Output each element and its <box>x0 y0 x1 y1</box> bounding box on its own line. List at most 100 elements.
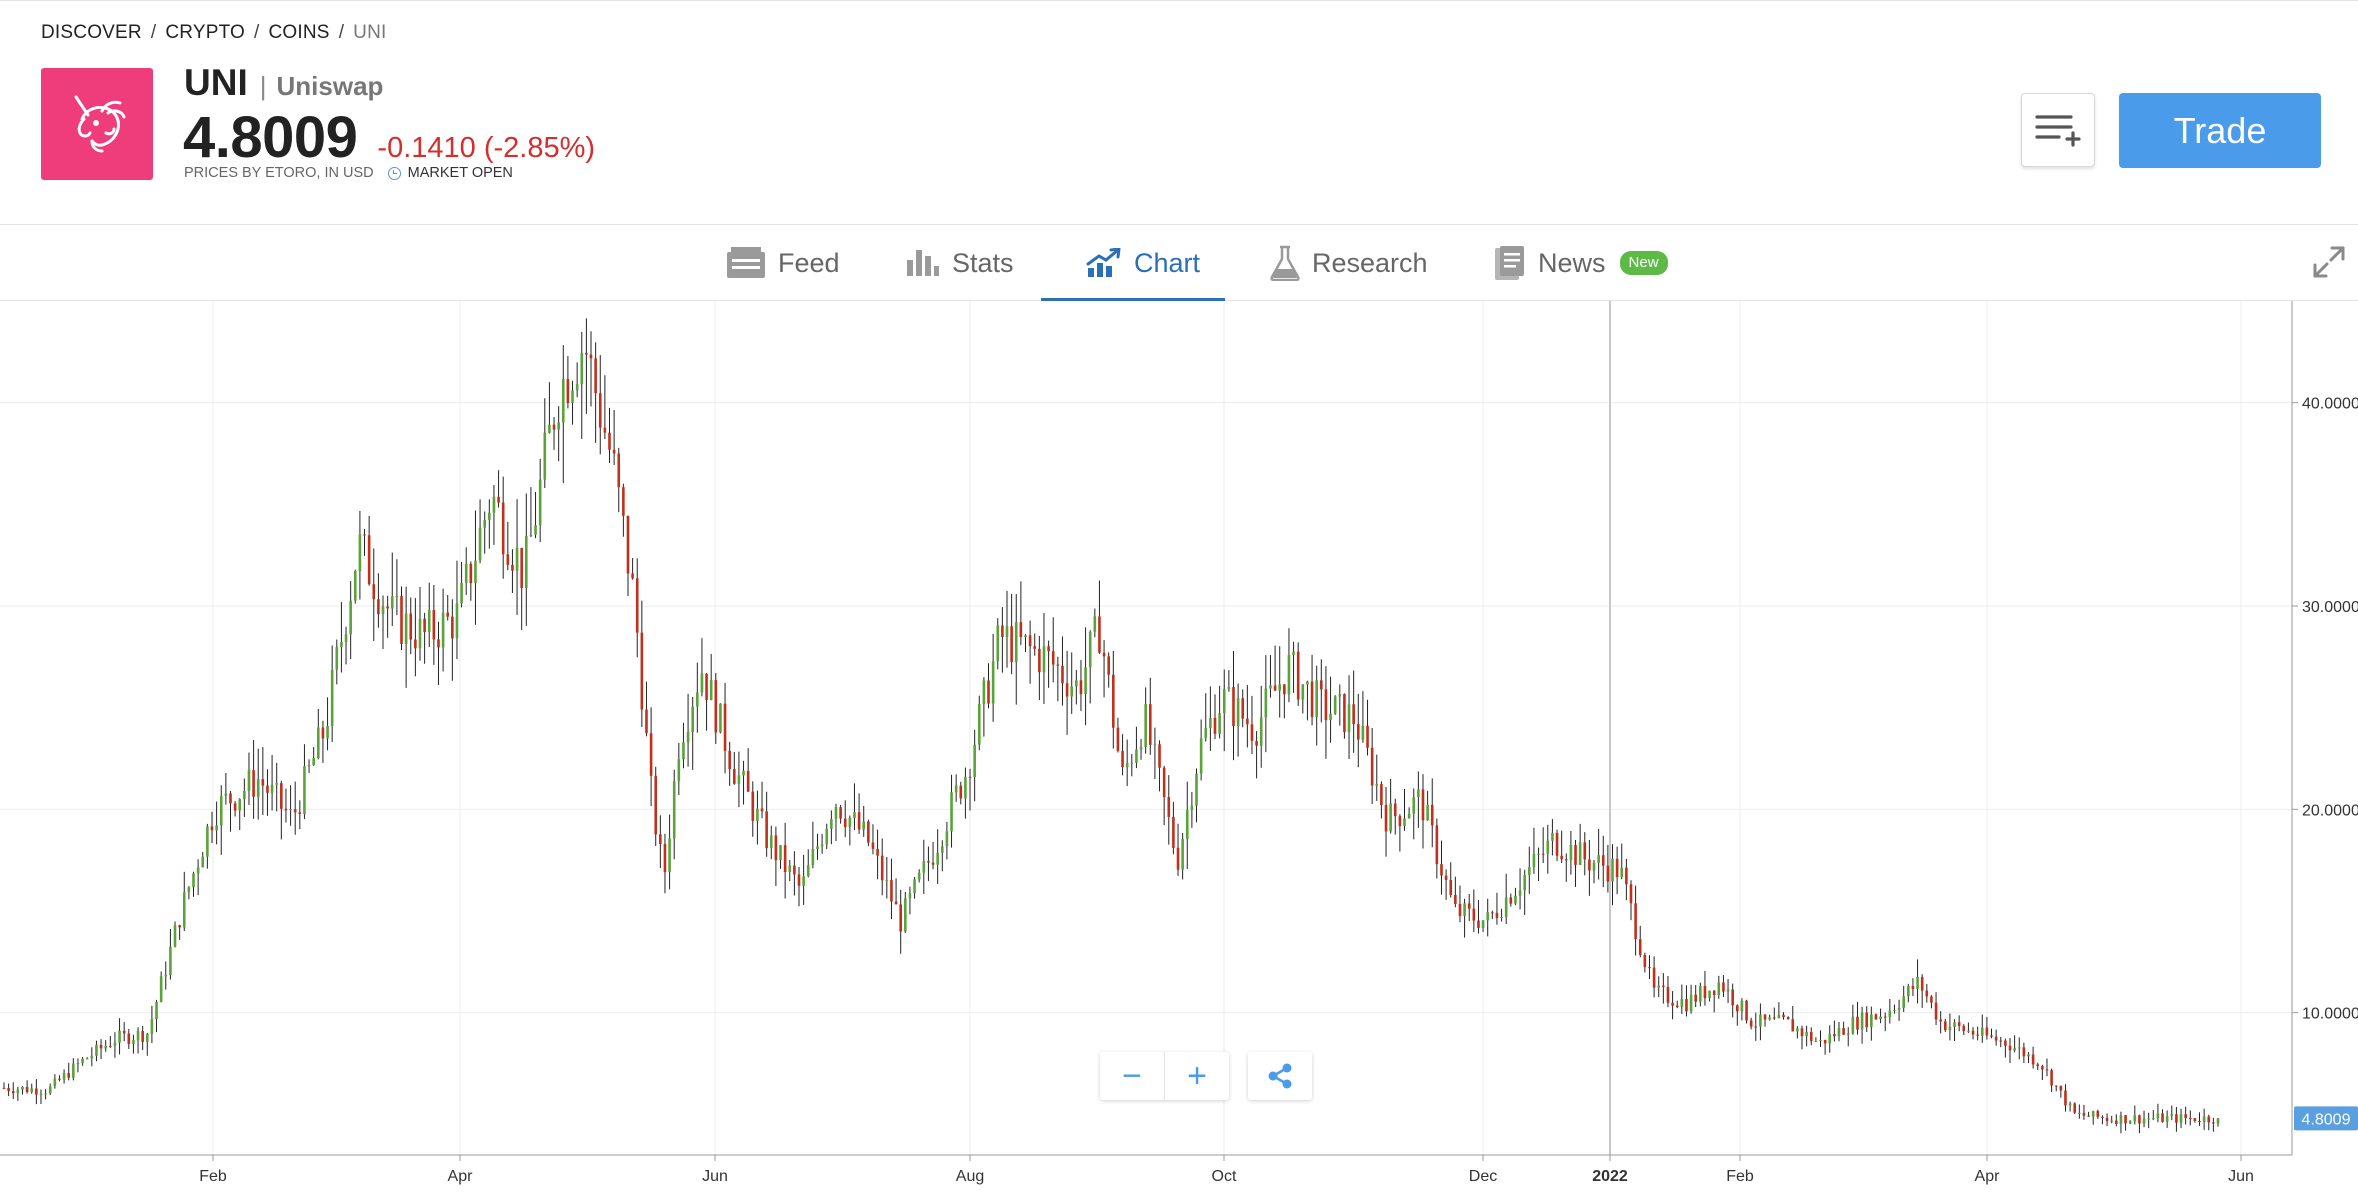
candle-body <box>1333 696 1337 714</box>
candle-body <box>1481 920 1485 929</box>
candle-body <box>654 775 658 835</box>
candle-body <box>1680 998 1684 1008</box>
candle-body <box>719 703 722 733</box>
candle-body <box>1518 890 1522 896</box>
clock-icon <box>387 166 401 180</box>
candle-body <box>1356 724 1360 740</box>
share-button[interactable] <box>1248 1052 1312 1100</box>
candle-body <box>423 618 426 633</box>
candle-body <box>1772 1017 1776 1019</box>
zoom-out-button[interactable]: − <box>1100 1052 1165 1100</box>
candle-body <box>1828 1033 1832 1044</box>
candle-body <box>626 515 630 574</box>
candle-body <box>2031 1054 2035 1065</box>
candle-body <box>691 706 694 732</box>
candle-body <box>178 925 181 928</box>
y-tick-label: 20.00000 <box>2302 802 2358 819</box>
breadcrumb-discover[interactable]: DISCOVER <box>41 22 142 43</box>
breadcrumb-crypto[interactable]: CRYPTO <box>165 22 246 43</box>
candle-body <box>1005 626 1009 637</box>
candle-body <box>520 547 523 589</box>
candle-body <box>622 487 625 516</box>
candle-body <box>1740 1000 1744 1012</box>
candle-body <box>987 680 990 704</box>
candle-body <box>1893 1009 1896 1011</box>
candle-body <box>1181 838 1184 870</box>
candle-body <box>1065 683 1069 697</box>
candle-body <box>783 845 787 873</box>
candle-body <box>303 766 306 814</box>
tab-stats[interactable]: Stats <box>906 225 1014 301</box>
candle-body <box>2202 1116 2206 1123</box>
candle-body <box>894 901 898 905</box>
tab-research[interactable]: Research <box>1270 225 1428 301</box>
tab-feed[interactable]: Feed <box>726 225 840 301</box>
candle-body <box>1098 616 1101 653</box>
candle-body <box>2064 1090 2067 1106</box>
candle-body <box>1467 903 1471 909</box>
candle-body <box>585 352 588 355</box>
candle-body <box>649 733 653 776</box>
breadcrumb-coins[interactable]: COINS <box>268 22 330 43</box>
candle-body <box>256 779 260 797</box>
candle-body <box>1088 631 1092 668</box>
candle-body <box>709 680 713 700</box>
candle-body <box>1971 1030 1975 1035</box>
candle-body <box>950 792 953 832</box>
tab-news[interactable]: News New <box>1494 225 1668 301</box>
fullscreen-icon[interactable] <box>2312 245 2346 279</box>
candle-body <box>1107 656 1110 675</box>
candle-body <box>2151 1118 2155 1120</box>
candle-body <box>1352 704 1355 725</box>
add-to-watchlist-button[interactable] <box>2021 93 2095 167</box>
price-chart[interactable]: 40.00000 30.00000 20.00000 10.00000 Feb Apr Ju… <box>0 301 2358 1192</box>
candle-body <box>173 925 177 947</box>
candle-body <box>136 1031 140 1041</box>
candle-body <box>1685 998 1688 1012</box>
candle-body <box>1324 689 1328 721</box>
candle-body <box>594 358 597 394</box>
candle-body <box>118 1030 121 1043</box>
candle-body <box>954 785 958 793</box>
candle-body <box>1310 681 1314 718</box>
candle-body <box>30 1088 34 1092</box>
candle-body <box>1569 845 1573 861</box>
candle-body <box>390 596 394 609</box>
candle-body <box>164 974 168 977</box>
candle-body <box>1301 684 1305 700</box>
tab-chart[interactable]: Chart <box>1086 225 1200 301</box>
market-status: MARKET OPEN <box>407 165 513 181</box>
candle-body <box>806 865 810 877</box>
candle-body <box>1629 884 1633 904</box>
candle-body <box>1694 994 1697 1002</box>
x-tick-label: Feb <box>1726 1168 1754 1185</box>
title-divider: | <box>259 71 267 101</box>
candle-body <box>400 596 403 644</box>
candle-body <box>2161 1113 2164 1122</box>
candle-body <box>945 831 949 847</box>
candle-body <box>1121 750 1124 768</box>
candle-body <box>2078 1112 2081 1114</box>
candle-body <box>1246 718 1249 725</box>
candle-body <box>409 613 413 640</box>
candle-body <box>1648 967 1651 969</box>
candle-body <box>1255 740 1258 746</box>
candle-body <box>1384 805 1388 832</box>
candle-body <box>1777 1014 1781 1019</box>
candle-body <box>1412 797 1416 814</box>
candle-body <box>566 379 570 404</box>
trade-button[interactable]: Trade <box>2119 93 2321 168</box>
candle-body <box>432 610 436 640</box>
candle-body <box>1588 859 1591 871</box>
tab-chart-label: Chart <box>1134 247 1201 278</box>
zoom-in-button[interactable]: + <box>1187 1056 1207 1095</box>
candle-body <box>525 536 528 589</box>
candle-body <box>635 578 639 633</box>
candle-body <box>2008 1045 2012 1051</box>
candle-body <box>326 725 329 739</box>
candle-body <box>1615 858 1619 878</box>
candle-body <box>682 742 685 760</box>
candle-body <box>1537 853 1540 855</box>
candle-body <box>552 424 556 430</box>
candle-body <box>1957 1022 1961 1026</box>
